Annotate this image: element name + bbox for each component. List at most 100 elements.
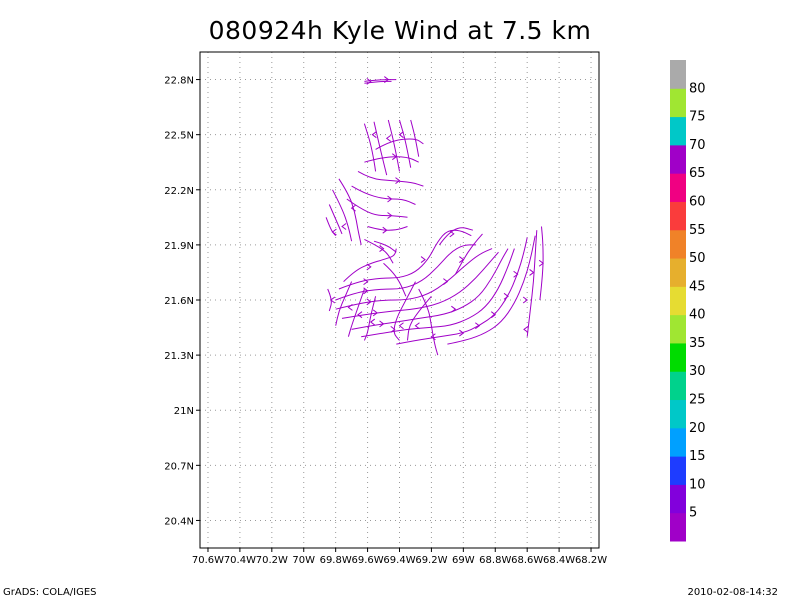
arrowhead (420, 256, 426, 263)
arrowhead (341, 223, 347, 230)
streamline (341, 251, 499, 319)
streamline (338, 178, 362, 246)
arrowhead (503, 292, 509, 300)
arrowhead (379, 320, 385, 328)
colorbar-swatch (670, 60, 686, 89)
arrowhead (366, 298, 372, 306)
arrowhead (451, 305, 457, 313)
streamline (347, 288, 365, 337)
arrowhead (475, 322, 481, 330)
streamline (363, 123, 377, 172)
arrowhead (513, 270, 519, 278)
y-tick-label: 21.3N (164, 351, 194, 362)
streamline (387, 119, 400, 172)
x-axis: 70.6W 70.4W 70.2W 70W 69.8W 69.6W 69.4W 69.2W 69… (192, 548, 607, 566)
x-tick-label: 69.4W (383, 555, 415, 566)
y-tick-label: 22.5N (164, 131, 194, 142)
x-tick-label: 70.6W (192, 555, 224, 566)
x-tick-label: 70W (292, 555, 315, 566)
arrowhead (538, 259, 544, 267)
arrowhead (331, 228, 337, 236)
colorbar: 5 10 15 20 25 30 35 40 45 50 55 60 65 70 75 80 (670, 60, 706, 542)
streamline (454, 233, 483, 275)
streamline (335, 248, 493, 310)
streamline (407, 295, 432, 341)
arrowhead (330, 296, 336, 304)
colorbar-swatch (670, 314, 686, 344)
y-axis: 20.4N 20.7N 21N 21.3N 21.6N 21.9N 22.2N 22.5N 22… (164, 76, 200, 527)
arrowhead (430, 333, 436, 341)
arrowhead (371, 131, 377, 139)
arrowhead (363, 287, 369, 295)
colorbar-label: 75 (689, 110, 706, 125)
y-tick-label: 21.6N (164, 296, 194, 307)
arrowhead (392, 153, 398, 161)
streamline (393, 281, 416, 341)
streamline (447, 235, 536, 345)
arrowhead (385, 134, 392, 142)
colorbar-label: 5 (689, 506, 697, 521)
colorbar-swatch (670, 286, 686, 316)
colorbar-label: 20 (689, 421, 706, 436)
colorbar-swatch (670, 229, 686, 259)
streamline (335, 281, 353, 326)
colorbar-label: 10 (689, 477, 706, 492)
streamline (361, 248, 515, 338)
streamline (438, 227, 474, 246)
footer-timestamp: 2010-02-08-14:32 (687, 587, 778, 598)
streamline (373, 121, 388, 176)
arrowhead-layer (330, 76, 544, 341)
streamline (338, 229, 472, 290)
colorbar-label: 30 (689, 364, 706, 379)
footer-credit: GrADS: COLA/IGES (3, 587, 97, 598)
x-tick-label: 69W (452, 555, 475, 566)
streamline (332, 189, 353, 242)
colorbar-label: 70 (689, 138, 706, 153)
streamline (399, 119, 412, 168)
colorbar-label: 40 (689, 308, 706, 323)
x-tick-label: 69.8W (320, 555, 352, 566)
arrowhead (347, 303, 353, 311)
colorbar-swatch (670, 456, 686, 485)
x-tick-label: 68.4W (543, 555, 575, 566)
streamline (364, 238, 394, 264)
arrowhead (490, 311, 497, 319)
colorbar-label: 55 (689, 223, 706, 238)
colorbar-swatch (670, 144, 686, 174)
streamline (335, 244, 477, 301)
arrowhead (366, 263, 372, 271)
arrowhead (459, 256, 465, 263)
arrowhead (363, 278, 369, 286)
arrowhead (379, 245, 385, 252)
streamline (396, 237, 528, 345)
y-tick-label: 20.7N (164, 461, 194, 472)
colorbar-swatch (670, 342, 686, 372)
streamline-layer (325, 79, 544, 356)
arrowhead (529, 269, 535, 276)
streamline (343, 248, 397, 282)
arrowhead (398, 322, 404, 330)
colorbar-label: 15 (689, 449, 706, 464)
y-tick-label: 21N (174, 406, 194, 417)
arrowhead (523, 325, 529, 333)
y-tick-label: 22.2N (164, 186, 194, 197)
arrowhead (384, 76, 390, 83)
colorbar-swatch (670, 116, 686, 146)
streamline (383, 262, 407, 297)
x-tick-label: 70.2W (256, 555, 288, 566)
x-tick-label: 69.2W (415, 555, 447, 566)
arrowhead (443, 278, 449, 286)
streamline (363, 296, 377, 341)
colorbar-swatch (670, 173, 686, 202)
streamline (539, 226, 544, 301)
y-tick-label: 21.9N (164, 241, 194, 252)
colorbar-swatch (670, 201, 686, 231)
arrowhead (357, 311, 363, 319)
arrowhead (366, 77, 372, 85)
colorbar-swatch (670, 371, 686, 401)
arrowhead (387, 212, 393, 219)
x-tick-label: 70.4W (224, 555, 256, 566)
streamline (418, 288, 439, 356)
colorbar-label: 25 (689, 393, 706, 408)
